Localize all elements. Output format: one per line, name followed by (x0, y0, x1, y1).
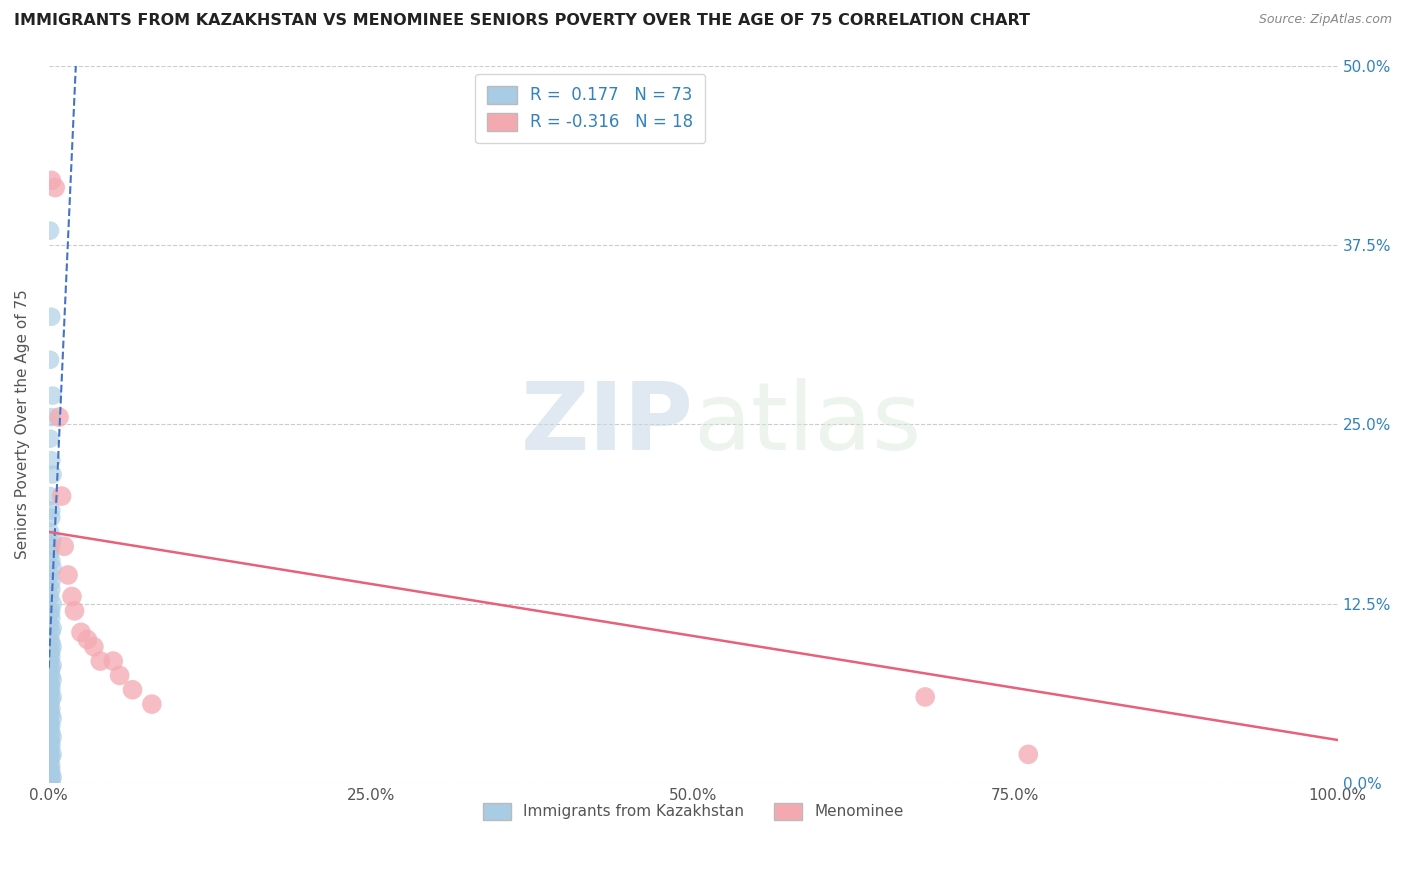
Point (41, 673, 63, 687)
Point (141, 697, 163, 711)
Y-axis label: Seniors Poverty Over the Age of 75: Seniors Poverty Over the Age of 75 (15, 289, 30, 559)
Point (41, 582, 63, 597)
Point (39, 687, 62, 701)
Point (39, 733, 62, 747)
Point (41, 410, 63, 425)
Point (1017, 747, 1039, 762)
Point (108, 668, 131, 682)
Point (41, 776, 63, 790)
Point (44, 180, 66, 194)
Point (39, 654, 62, 668)
Point (39, 568, 62, 582)
Point (41, 539, 63, 553)
Point (41, 730, 63, 744)
Point (41, 625, 63, 640)
Point (41, 682, 63, 697)
Point (41, 711, 63, 725)
Point (41, 693, 63, 707)
Point (60, 590, 83, 604)
Point (41, 532, 63, 546)
Point (41, 769, 63, 783)
Point (41, 310, 63, 324)
Point (39, 632, 62, 647)
Point (41, 635, 63, 649)
Point (103, 654, 125, 668)
Point (39, 675, 62, 690)
Point (41, 389, 63, 403)
Point (39, 744, 62, 758)
Point (41, 611, 63, 625)
Point (41, 649, 63, 664)
Point (39, 664, 62, 678)
Point (41, 597, 63, 611)
Point (89, 654, 111, 668)
Point (39, 767, 62, 781)
Point (41, 640, 63, 654)
Point (39, 704, 62, 718)
Point (39, 715, 62, 730)
Point (39, 647, 62, 661)
Point (56, 568, 79, 582)
Point (76, 632, 98, 647)
Point (41, 658, 63, 673)
Point (41, 707, 63, 722)
Point (39, 722, 62, 736)
Legend: Immigrants from Kazakhstan, Menominee: Immigrants from Kazakhstan, Menominee (477, 797, 910, 826)
Point (41, 173, 63, 187)
Point (914, 690, 936, 704)
Point (51, 489, 73, 503)
Point (39, 618, 62, 632)
Point (53, 539, 76, 553)
Point (41, 453, 63, 467)
Point (70, 625, 93, 640)
Point (41, 690, 63, 704)
Point (41, 764, 63, 779)
Point (41, 510, 63, 524)
Point (41, 604, 63, 618)
Point (41, 561, 63, 575)
Point (41, 554, 63, 568)
Point (41, 467, 63, 482)
Point (39, 524, 62, 539)
Point (41, 575, 63, 590)
Point (41, 719, 63, 733)
Point (41, 661, 63, 675)
Point (41, 621, 63, 635)
Point (41, 678, 63, 692)
Point (41, 726, 63, 740)
Point (39, 762, 62, 776)
Point (41, 736, 63, 750)
Point (41, 668, 63, 682)
Point (39, 607, 62, 621)
Point (39, 590, 62, 604)
Point (121, 682, 143, 697)
Point (41, 770, 63, 784)
Point (39, 774, 62, 789)
Point (39, 489, 62, 503)
Text: IMMIGRANTS FROM KAZAKHSTAN VS MENOMINEE SENIORS POVERTY OVER THE AGE OF 75 CORRE: IMMIGRANTS FROM KAZAKHSTAN VS MENOMINEE … (14, 13, 1031, 29)
Point (39, 352, 62, 367)
Text: ZIP: ZIP (520, 378, 693, 470)
Text: Source: ZipAtlas.com: Source: ZipAtlas.com (1258, 13, 1392, 27)
Text: atlas: atlas (693, 378, 921, 470)
Point (39, 697, 62, 711)
Point (39, 546, 62, 560)
Point (41, 759, 63, 773)
Point (39, 755, 62, 769)
Point (41, 740, 63, 755)
Point (41, 701, 63, 715)
Point (48, 410, 70, 425)
Point (39, 224, 62, 238)
Point (41, 747, 63, 762)
Point (41, 503, 63, 517)
Point (39, 772, 62, 786)
Point (39, 432, 62, 446)
Point (41, 644, 63, 658)
Point (41, 750, 63, 764)
Point (41, 773, 63, 788)
Point (83, 640, 105, 654)
Point (63, 604, 86, 618)
